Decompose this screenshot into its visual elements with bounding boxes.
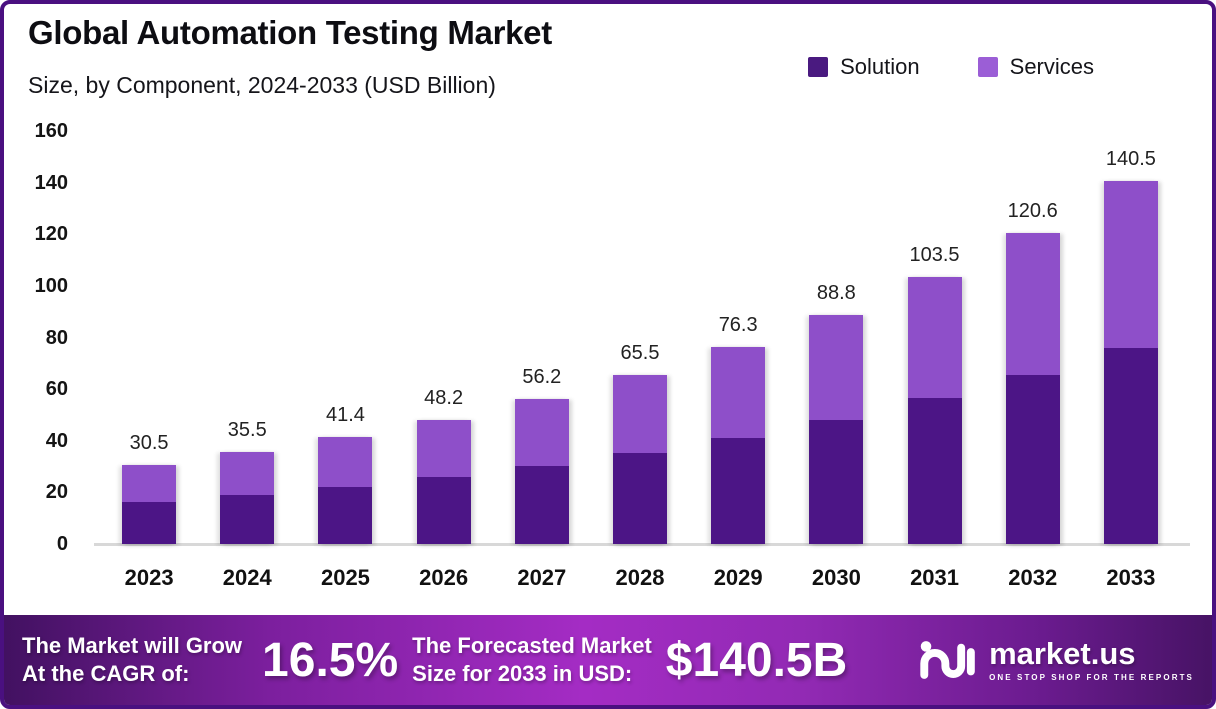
stacked-bar-2024: [220, 452, 275, 544]
stacked-bar-2031: [907, 276, 962, 544]
x-axis-label: 2033: [1106, 565, 1156, 590]
bar-segment-solution: [613, 453, 667, 544]
y-tick-label: 140: [34, 171, 68, 194]
y-tick-label: 80: [45, 326, 68, 349]
page-title: Global Automation Testing Market: [28, 14, 552, 51]
bar-total-label: 76.3: [718, 314, 758, 337]
x-axis-label: 2030: [811, 565, 861, 590]
legend-item-services: Services: [977, 54, 1094, 80]
forecast-value: $140.5B: [665, 633, 848, 687]
brand-name: market.us: [989, 636, 1136, 671]
x-axis-label: 2023: [124, 565, 174, 590]
bar-segment-solution: [809, 419, 864, 544]
bar-segment-services: [514, 398, 569, 467]
solution-swatch-icon: [808, 57, 829, 77]
forecast-caption-line2: Size for 2033 in USD:: [412, 661, 633, 686]
bar-total-label: 103.5: [909, 243, 960, 266]
cagr-value: 16.5%: [262, 633, 399, 687]
y-tick-label: 100: [34, 274, 68, 297]
x-axis-label: 2031: [910, 565, 960, 590]
bar-segment-solution: [318, 486, 373, 544]
bar-segment-services: [122, 465, 177, 502]
x-axis-label: 2027: [517, 565, 567, 590]
y-tick-label: 40: [45, 429, 68, 452]
y-tick-label: 120: [34, 223, 68, 246]
x-axis-label: 2026: [419, 565, 469, 590]
stacked-bar-2030: [809, 314, 864, 544]
bar-segment-solution: [1103, 347, 1158, 544]
legend-item-solution: Solution: [808, 54, 920, 80]
legend-label-services: Services: [1009, 54, 1094, 79]
services-swatch-icon: [977, 57, 998, 77]
y-axis: 0 20 40 60 80 100 120 140 160: [4, 120, 68, 555]
stacked-bar-2025: [318, 437, 373, 544]
x-axis-label: 2028: [615, 565, 665, 590]
marketus-logo-text: market.us ONE STOP SHOP FOR THE REPORTS: [989, 638, 1194, 682]
chart-legend: Solution Services: [808, 54, 1094, 80]
stacked-bar-2029: [711, 347, 766, 544]
stacked-bar-2023: [122, 465, 177, 544]
stacked-bar-2032: [1005, 232, 1060, 544]
bar-segment-services: [907, 276, 962, 399]
bar-segment-services: [613, 374, 667, 454]
cagr-caption-line1: The Market will Grow: [22, 633, 243, 659]
y-tick-label: 0: [56, 533, 68, 555]
bar-segment-solution: [514, 466, 569, 544]
bar-segment-services: [318, 437, 373, 487]
x-axis-line: [94, 543, 1190, 546]
bar-total-label: 41.4: [325, 404, 365, 427]
page-subtitle: Size, by Component, 2024-2033 (USD Billi…: [28, 72, 496, 98]
cagr-caption-line2: At the CAGR of:: [22, 661, 190, 686]
bar-segment-solution: [711, 437, 766, 544]
x-axis-label: 2029: [713, 565, 763, 590]
footer-banner: The Market will Grow At the CAGR of: 16.…: [4, 615, 1212, 705]
bar-segment-services: [711, 347, 766, 438]
bar-total-label: 140.5: [1105, 148, 1156, 171]
marketus-logo: market.us ONE STOP SHOP FOR THE REPORTS: [919, 636, 1194, 684]
bar-segment-solution: [416, 476, 471, 544]
x-axis-label: 2024: [222, 565, 272, 590]
forecast-caption: The Forecasted Market Size for 2033 in U…: [412, 632, 652, 687]
bar-total-label: 88.8: [816, 281, 856, 304]
bar-segment-solution: [1005, 375, 1060, 544]
y-tick-label: 60: [45, 378, 68, 401]
bar-total-label: 35.5: [227, 419, 267, 442]
brand-tagline: ONE STOP SHOP FOR THE REPORTS: [989, 673, 1194, 682]
bar-segment-solution: [122, 501, 177, 544]
stacked-bar-2027: [514, 398, 569, 544]
y-tick-label: 20: [45, 481, 68, 504]
y-tick-label: 160: [34, 120, 68, 142]
marketus-logo-icon: [920, 641, 975, 679]
stacked-bar-2028: [613, 374, 667, 544]
bar-total-label: 48.2: [424, 386, 464, 409]
bar-total-label: 65.5: [620, 341, 660, 364]
bar-segment-services: [416, 419, 471, 477]
x-axis-label: 2032: [1008, 565, 1058, 590]
forecast-caption-line1: The Forecasted Market: [412, 633, 652, 659]
bar-total-label: 30.5: [129, 432, 169, 455]
stacked-bar-2026: [416, 419, 471, 544]
x-axis-label: 2025: [320, 565, 370, 590]
bar-segment-services: [809, 314, 864, 420]
stacked-bar-2033: [1103, 181, 1158, 544]
legend-label-solution: Solution: [840, 54, 920, 79]
bar-segment-solution: [220, 494, 275, 544]
bar-segment-solution: [907, 398, 962, 544]
bar-segment-services: [1005, 232, 1060, 376]
bar-segment-services: [220, 452, 275, 495]
bar-total-label: 120.6: [1007, 199, 1058, 222]
bar-total-label: 56.2: [522, 365, 562, 388]
bar-segment-services: [1103, 181, 1158, 348]
cagr-caption: The Market will Grow At the CAGR of:: [22, 632, 242, 687]
plot-area: 30.5 35.5 41.4 48.2 56.2 65.5 76.3 88.8 103.5 120…: [94, 131, 1190, 546]
x-axis: 2023 2024 2025 2026 2027 2028 2029 2030 2031 2032…: [100, 565, 1180, 595]
